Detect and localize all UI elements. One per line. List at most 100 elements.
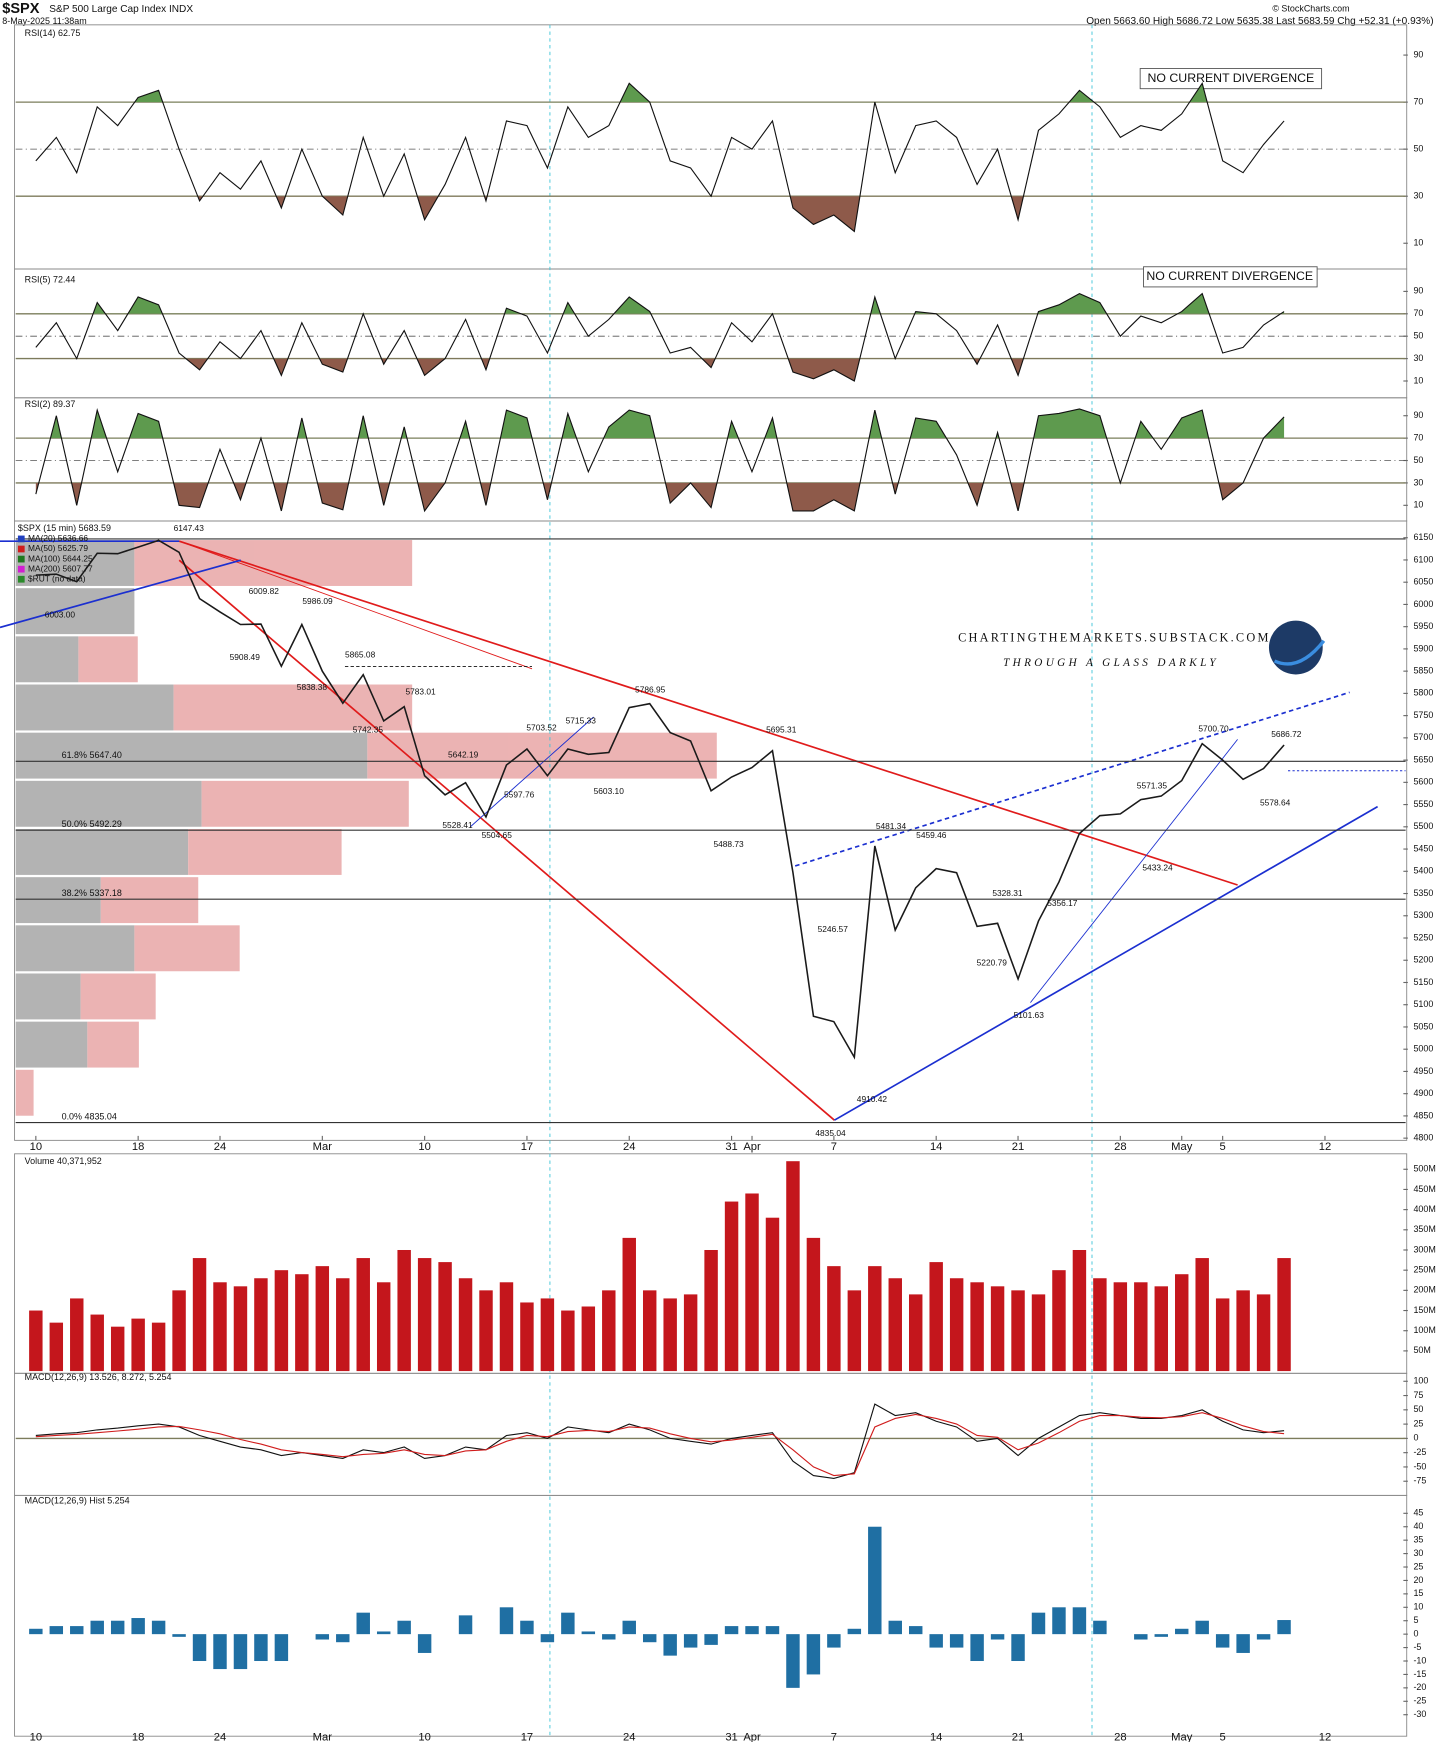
y-tick-label: 5050 [1413,1021,1433,1031]
price-annotation: 5101.63 [1014,1010,1045,1020]
bar [970,1282,984,1372]
panel-label: Volume 40,371,952 [25,1156,102,1166]
indicator-line [35,81,1285,233]
trend-line [470,716,594,828]
trend-line [1030,739,1238,1003]
indicator-line [35,1403,1285,1479]
y-tick-label: 4850 [1413,1110,1433,1120]
bar [1195,1258,1209,1372]
y-tick-label: 15 [1413,1588,1423,1598]
bar [479,1290,493,1372]
bar [1215,1298,1230,1372]
bar [254,1278,268,1372]
x-tick-label: 17 [521,1731,533,1742]
divergence-note: NO CURRENT DIVERGENCE [1148,71,1315,85]
bar [970,1634,984,1662]
bar [1277,1620,1291,1635]
x-tick-label: Apr [743,1731,761,1742]
bar [909,1294,923,1372]
price-annotation: 4910.42 [857,1094,888,1104]
trend-line [0,559,242,629]
price-annotation: 5703.52 [526,722,557,732]
y-tick-label: 30 [1413,1548,1423,1558]
y-tick-label: 50 [1413,331,1423,341]
y-tick-label: 5100 [1413,999,1433,1009]
y-tick-label: 50M [1413,1345,1430,1355]
bar [1031,1612,1046,1635]
bar [356,1612,370,1635]
panel-frame [14,1494,1408,1737]
y-tick-label: 400M [1413,1204,1435,1214]
y-tick-label: 5800 [1413,688,1433,698]
price-annotation: 4835.04 [815,1128,846,1138]
credit: © StockCharts.com [1272,4,1349,14]
profile-bar [80,973,156,1020]
frames [14,24,1408,1737]
y-tick-label: 6100 [1413,554,1433,564]
bar [724,1626,739,1635]
logo-circle [1268,620,1323,675]
y-tick-label: 5150 [1413,977,1433,987]
price-annotation: 5686.72 [1271,729,1302,739]
instrument-name: S&P 500 Large Cap Index INDX [49,4,193,15]
x-tick-label: 17 [521,1141,533,1153]
bar [192,1634,207,1662]
bar [131,1318,145,1372]
y-tick-label: -75 [1413,1476,1426,1486]
y-tick-label: 30 [1413,353,1423,363]
y-tick-label: 5200 [1413,955,1433,965]
bar [704,1249,718,1372]
y-tick-label: 6050 [1413,577,1433,587]
y-tick-label: 200M [1413,1285,1435,1295]
y-tick-label: 5450 [1413,843,1433,853]
bar [151,1620,166,1635]
price-annotation: 5908.49 [230,652,261,662]
bar [561,1310,575,1372]
bar [949,1278,964,1372]
price-annotation: 5246.57 [818,924,849,934]
indicator-line [35,1412,1285,1477]
profile-bar [15,829,189,875]
watermark: CHARTINGTHEMARKETS.SUBSTACK.COM [958,630,1271,644]
bar [49,1322,64,1372]
bar [1072,1249,1087,1372]
bar [1236,1634,1250,1653]
bar [929,1262,943,1372]
y-tick-label: 4900 [1413,1088,1433,1098]
bar [1052,1270,1066,1372]
bar [29,1628,43,1635]
price-annotation: 5528.41 [442,820,473,830]
bar [70,1298,84,1372]
x-tick-label: Mar [313,1141,333,1153]
note-box [1139,68,1323,90]
x-tick-label: 5 [1220,1731,1226,1742]
bar [499,1282,514,1372]
bar [1113,1282,1128,1372]
x-tick-label: 10 [30,1731,42,1742]
bar [786,1161,800,1372]
oversold-fill [35,482,1285,511]
bar [1256,1294,1271,1372]
price-annotation: 5695.31 [766,725,797,735]
bar [1031,1294,1046,1372]
x-tick-label: 21 [1012,1731,1024,1742]
bar [909,1626,923,1635]
bar [540,1634,555,1643]
bar [233,1634,248,1670]
legend-swatch [17,555,25,563]
profile-bar [15,540,135,586]
bar [29,1310,43,1372]
bar [602,1634,616,1640]
overbought-fill [35,83,1285,103]
bar [847,1290,862,1372]
y-tick-label: 25 [1413,1561,1423,1571]
fib-label: 38.2% 5337.18 [62,888,122,898]
bar [868,1266,882,1372]
overbought-fill [35,293,1285,314]
profile-bar [15,925,135,972]
y-tick-label: 5550 [1413,799,1433,809]
price-annotation: 6003.00 [45,609,76,619]
bar [540,1298,555,1372]
y-tick-label: 25 [1413,1418,1423,1428]
bar [1011,1634,1025,1662]
